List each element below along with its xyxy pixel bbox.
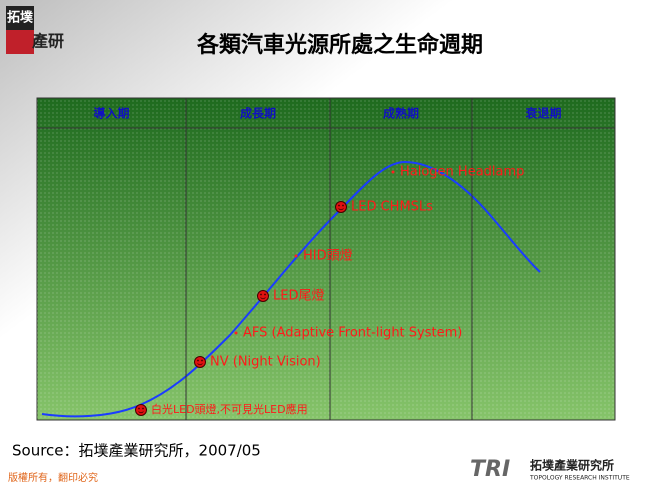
smiley-marker <box>135 404 147 416</box>
phase-label: 成長期 <box>240 106 276 121</box>
smiley-eye <box>260 293 262 296</box>
item-label: AFS (Adaptive Front-light System) <box>243 326 462 341</box>
smiley-mouth <box>338 208 344 211</box>
footer-bar <box>0 470 650 485</box>
item-label: LED CHMSLs <box>351 200 433 215</box>
bullet-marker <box>234 331 238 335</box>
logo-block <box>6 6 34 30</box>
smiley-eye <box>142 407 144 410</box>
smiley-marker <box>194 356 206 368</box>
item-label: LED尾燈 <box>273 289 324 304</box>
title: 各類汽車光源所處之生命週期 <box>196 32 483 58</box>
copyright: 版權所有，翻印必究 <box>8 471 98 484</box>
org-en: TOPOLOGY RESEARCH INSTITUTE <box>529 475 630 482</box>
phase-label: 導入期 <box>93 106 129 121</box>
source: Source：拓墣產業研究所，2007/05 <box>12 442 261 460</box>
smiley-marker <box>257 290 269 302</box>
smiley-eye <box>138 407 140 410</box>
smiley-eye <box>264 293 266 296</box>
bullet-marker <box>294 254 298 258</box>
item-label: HID頭燈 <box>303 249 353 264</box>
smiley-mouth <box>260 297 266 300</box>
smiley-marker <box>335 201 347 213</box>
smiley-eye <box>201 359 203 362</box>
smiley-eye <box>342 204 344 207</box>
org: 拓墣產業研究所 <box>530 458 614 473</box>
logo-text: 拓墣 <box>7 10 33 26</box>
smiley-mouth <box>138 411 144 414</box>
item-label: Halogen Headlamp <box>400 165 524 180</box>
item-label: 白光LED頭燈,不可見光LED應用 <box>151 402 308 416</box>
bullet-marker <box>391 170 395 174</box>
phase-label: 成熟期 <box>383 106 419 121</box>
logo-block <box>6 30 34 54</box>
smiley-eye <box>197 359 199 362</box>
logo-text: 產研 <box>32 32 64 51</box>
phase-label: 衰退期 <box>524 106 561 121</box>
smiley-eye <box>338 204 340 207</box>
dot-pattern <box>37 98 615 420</box>
item-label: NV (Night Vision) <box>210 355 321 370</box>
brand: TRI <box>470 457 510 482</box>
smiley-mouth <box>197 363 203 366</box>
